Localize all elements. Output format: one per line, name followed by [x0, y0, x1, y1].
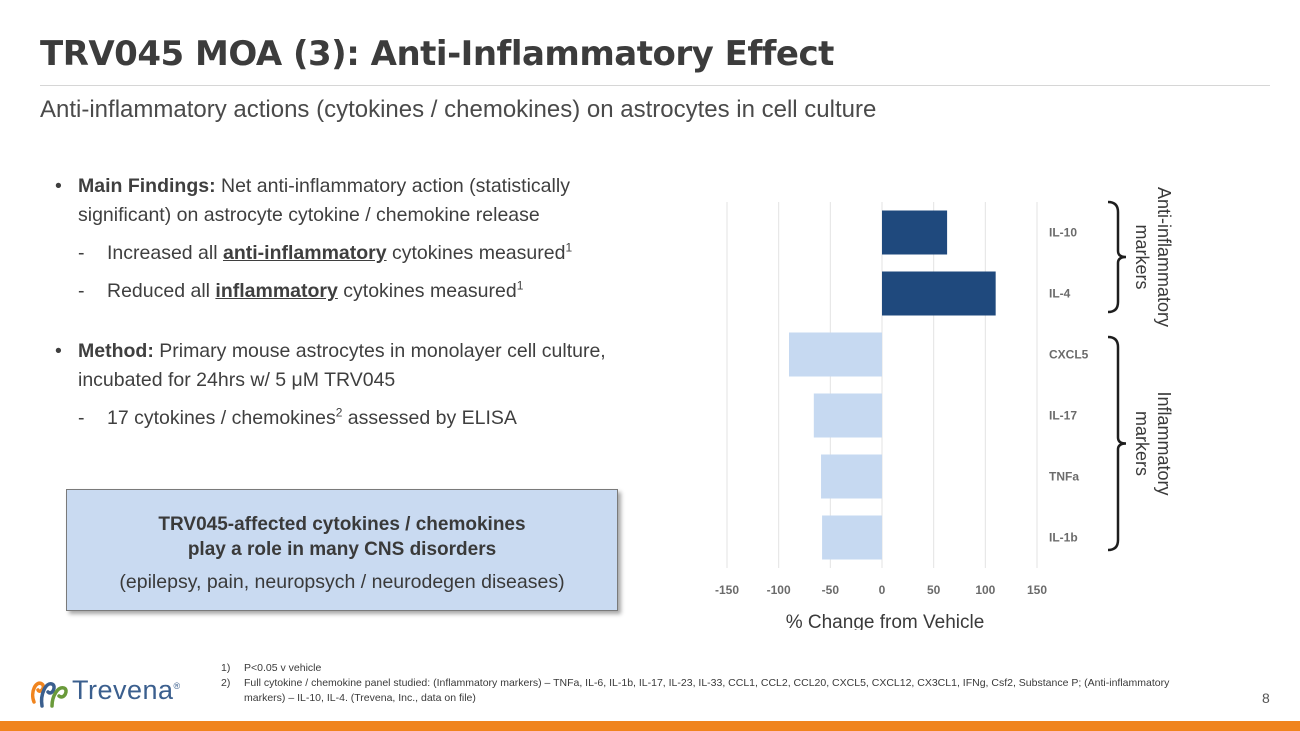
sub1-underline: anti-inflammatory	[222, 242, 387, 264]
bullet-dot: •	[55, 340, 62, 362]
cns-disorders-callout: TRV045-affected cytokines / chemokines p…	[66, 489, 618, 611]
bullet-main-findings: • Main Findings: Net anti-inflammatory a…	[55, 172, 655, 230]
bottom-accent-bar	[0, 721, 1300, 731]
x-tick-label: -150	[715, 583, 739, 597]
x-tick-label: 150	[1027, 583, 1047, 597]
footnotes: 1) P<0.05 v vehicle 2) Full cytokine / c…	[221, 661, 1181, 706]
category-label: IL-4	[1049, 287, 1071, 301]
category-label: IL-17	[1049, 409, 1077, 423]
sub2-underline: inflammatory	[215, 280, 338, 302]
x-tick-label: 100	[975, 583, 995, 597]
sub1-post: cytokines measured	[386, 242, 566, 264]
callout-line-2: play a role in many CNS disorders	[187, 539, 497, 560]
registered-mark: ®	[173, 681, 181, 691]
findings-text: Net anti-inflammatory action (statistica…	[78, 175, 570, 226]
group-label-line2: markers	[1132, 411, 1152, 476]
bullet-dot: •	[55, 175, 62, 197]
dash: -	[78, 407, 85, 429]
dash: -	[78, 280, 85, 302]
trevena-swirl-icon	[30, 681, 68, 708]
category-label: IL-10	[1049, 226, 1077, 240]
sub-bullet-reduced: - Reduced all inflammatory cytokines mea…	[55, 277, 655, 306]
footnote-number: 2)	[221, 677, 231, 689]
page-number: 8	[1262, 690, 1270, 706]
findings-list: • Main Findings: Net anti-inflammatory a…	[55, 172, 655, 433]
sub1-sup: 1	[565, 240, 573, 255]
trevena-logo-text: Trevena®	[72, 675, 181, 706]
bracket-inflammatory	[1107, 335, 1127, 552]
slide-title: TRV045 MOA (3): Anti-Inflammatory Effect	[40, 34, 834, 74]
category-label: TNFa	[1049, 470, 1079, 484]
bracket-anti-inflammatory	[1107, 200, 1127, 314]
group-label-line2: markers	[1132, 224, 1152, 289]
method-label: Method:	[78, 340, 154, 362]
category-label: CXCL5	[1049, 348, 1089, 362]
sub-bullet-increased: - Increased all anti-inflammatory cytoki…	[55, 239, 655, 268]
bar-il-10	[882, 210, 948, 255]
category-label: IL-1b	[1049, 531, 1078, 545]
callout-line-1: TRV045-affected cytokines / chemokines	[158, 514, 526, 535]
footnote-number: 1)	[221, 662, 231, 674]
bar-il-1b	[822, 515, 882, 560]
x-tick-label: 0	[879, 583, 886, 597]
method-text: Primary mouse astrocytes in monolayer ce…	[78, 340, 606, 391]
sub3-sup: 2	[335, 405, 343, 420]
x-tick-label: -50	[822, 583, 840, 597]
slide-subtitle: Anti-inflammatory actions (cytokines / c…	[40, 96, 877, 123]
footnote-text: Full cytokine / chemokine panel studied:…	[244, 677, 1170, 704]
sub1-pre: Increased all	[107, 242, 223, 264]
footnote-text: P<0.05 v vehicle	[244, 662, 322, 674]
bullet-method: • Method: Primary mouse astrocytes in mo…	[55, 337, 655, 395]
sub2-post: cytokines measured	[337, 280, 517, 302]
group-label-line1: Inflammatory	[1154, 391, 1174, 495]
x-axis-title: % Change from Vehicle	[786, 612, 985, 630]
sub3-pre: 17 cytokines / chemokines	[107, 407, 336, 429]
cytokine-bar-chart: -150 -100 -50 0 50 100 150 IL-10 IL-4 CXCL5 IL-17 T…	[715, 187, 1174, 630]
callout-line-3: (epilepsy, pain, neuropsych / neurodegen…	[119, 571, 565, 593]
sub-bullet-elisa: - 17 cytokines / chemokines2 assessed by…	[55, 404, 655, 433]
sub3-post: assessed by ELISA	[342, 407, 517, 429]
bar-il-17	[813, 393, 882, 438]
sub2-pre: Reduced all	[107, 280, 216, 302]
findings-label: Main Findings:	[78, 175, 216, 197]
dash: -	[78, 242, 85, 264]
footnote-2: 2) Full cytokine / chemokine panel studi…	[221, 676, 1181, 706]
bar-cxcl5	[789, 332, 882, 377]
x-tick-label: -100	[767, 583, 791, 597]
logo-word: Trevena	[72, 675, 174, 705]
bar-tnfa	[821, 454, 882, 499]
x-tick-label: 50	[927, 583, 941, 597]
bar-il-4	[882, 271, 996, 316]
group-label-line1: Anti-inflammatory	[1154, 187, 1174, 327]
title-divider	[40, 85, 1270, 86]
sub2-sup: 1	[516, 278, 524, 293]
footnote-1: 1) P<0.05 v vehicle	[221, 661, 1181, 676]
